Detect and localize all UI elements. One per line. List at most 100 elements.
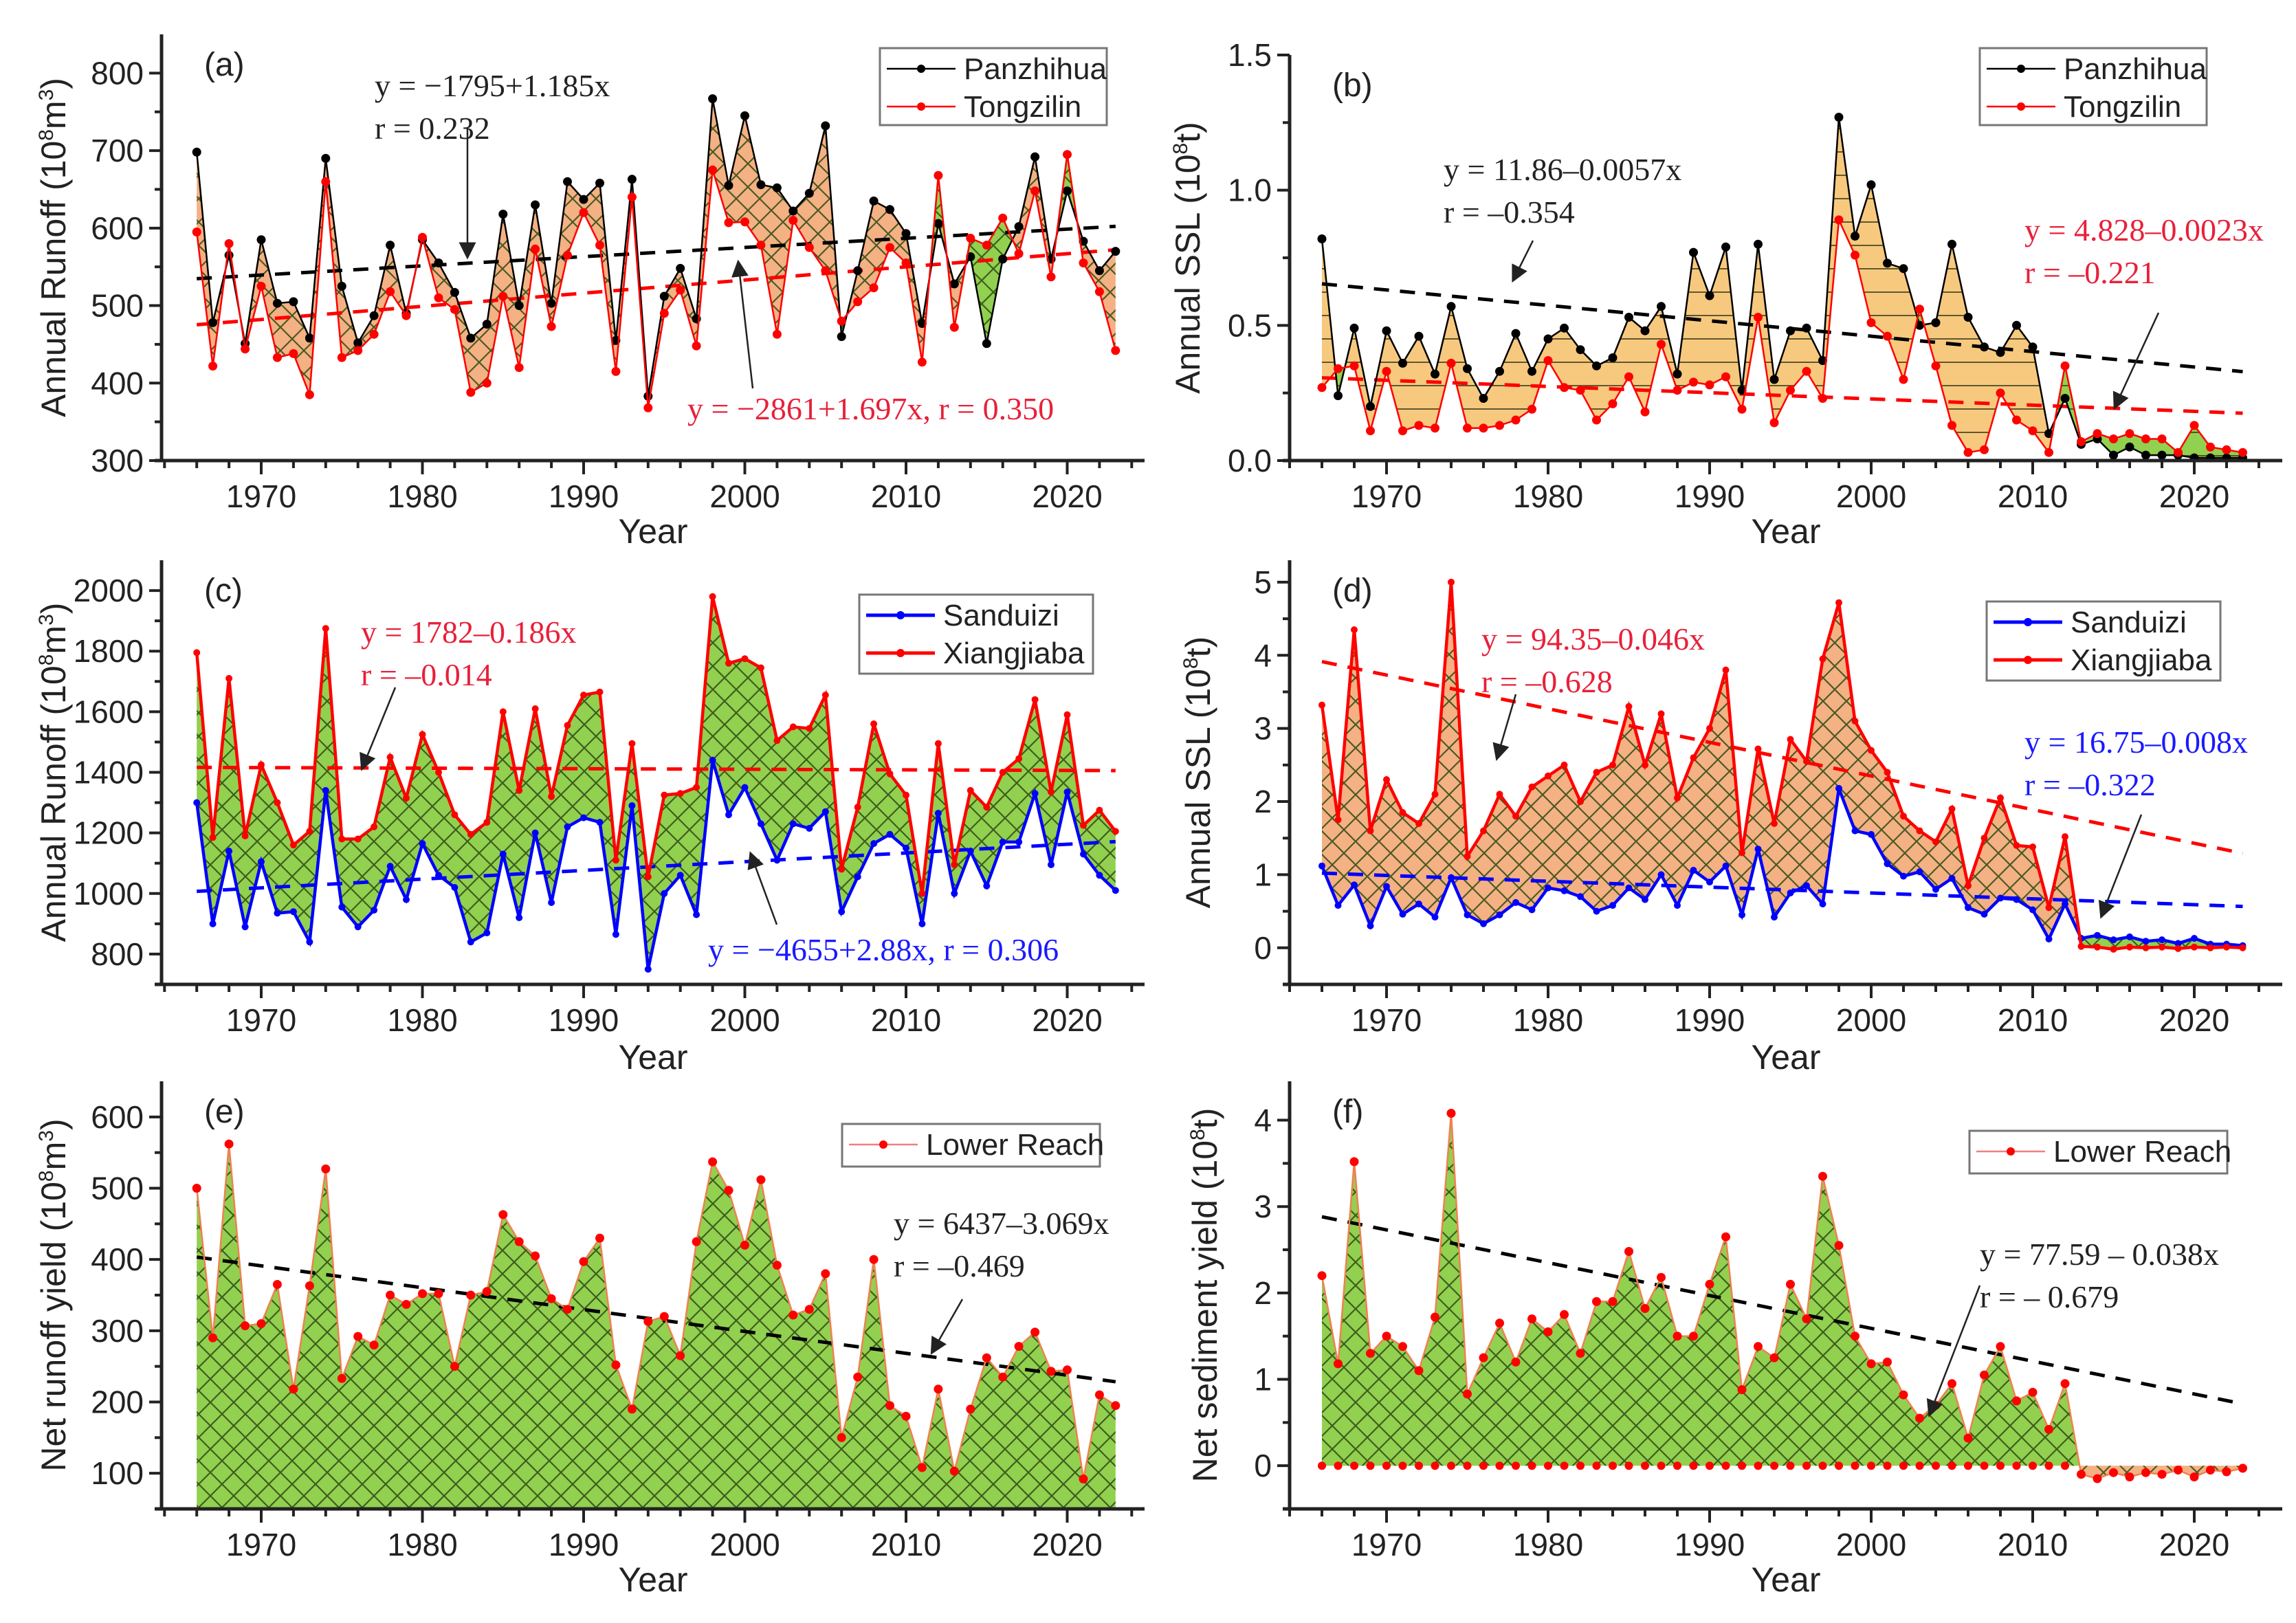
data-point bbox=[337, 281, 346, 291]
data-point bbox=[1560, 323, 1569, 333]
data-point bbox=[1721, 242, 1730, 252]
data-point bbox=[498, 291, 508, 301]
data-point bbox=[2044, 1424, 2053, 1434]
data-point bbox=[918, 920, 926, 927]
data-point bbox=[1883, 1357, 1892, 1367]
data-point bbox=[1642, 896, 1648, 903]
data-point bbox=[1657, 871, 1665, 879]
data-point bbox=[1624, 1247, 1633, 1256]
data-point-baseline bbox=[1495, 1461, 1504, 1470]
legend: Panzhihua Tongzilin bbox=[879, 47, 1108, 126]
data-point-baseline bbox=[1802, 1461, 1811, 1470]
y-tick-label: 0.0 bbox=[1228, 443, 1272, 478]
data-point bbox=[1818, 394, 1827, 403]
data-point bbox=[1851, 827, 1859, 835]
data-point bbox=[1899, 375, 1908, 384]
data-point-baseline bbox=[1947, 1461, 1956, 1470]
data-point bbox=[564, 823, 571, 830]
data-point bbox=[1031, 696, 1039, 703]
data-point bbox=[2222, 445, 2231, 454]
data-point bbox=[804, 1305, 814, 1314]
data-point bbox=[1900, 872, 1907, 880]
x-tick-label: 1990 bbox=[1675, 1527, 1745, 1563]
data-point bbox=[627, 175, 637, 184]
data-point bbox=[1592, 361, 1601, 371]
trend-r-value: r = –0.014 bbox=[361, 657, 492, 692]
legend-label: Xiangjiaba bbox=[943, 637, 1085, 670]
data-point bbox=[306, 828, 313, 835]
series-xiangjiaba bbox=[193, 593, 1119, 897]
data-point-baseline bbox=[1398, 1461, 1407, 1470]
data-point bbox=[870, 840, 878, 848]
x-tick-label: 2010 bbox=[871, 1002, 941, 1038]
trend-r-value: r = –0.354 bbox=[1444, 195, 1575, 230]
data-point bbox=[1868, 747, 1875, 754]
series-line bbox=[195, 98, 1116, 397]
trendline-panzhihua bbox=[197, 224, 1116, 280]
data-point bbox=[1527, 1314, 1536, 1324]
data-point bbox=[1576, 386, 1585, 395]
data-point-baseline bbox=[1366, 1461, 1375, 1470]
data-point bbox=[1351, 626, 1358, 634]
data-point bbox=[2174, 448, 2183, 457]
data-point bbox=[644, 966, 652, 973]
x-tick-label: 1990 bbox=[549, 478, 619, 514]
data-point-baseline bbox=[1706, 1461, 1714, 1470]
data-point bbox=[838, 908, 846, 916]
data-point bbox=[1464, 852, 1471, 860]
data-point bbox=[1111, 346, 1121, 355]
data-point bbox=[1705, 291, 1714, 300]
data-point bbox=[531, 829, 539, 837]
data-point bbox=[1754, 1342, 1763, 1351]
data-point bbox=[1382, 326, 1391, 335]
y-axis-title: Annual Runoff (108m3) bbox=[34, 603, 73, 942]
data-point bbox=[789, 820, 797, 828]
data-point bbox=[756, 241, 766, 250]
data-point bbox=[499, 850, 507, 858]
data-point bbox=[821, 266, 830, 276]
data-point-baseline bbox=[1721, 1461, 1730, 1470]
data-point bbox=[337, 353, 346, 362]
data-point bbox=[531, 1251, 540, 1261]
data-point bbox=[435, 872, 442, 879]
data-point bbox=[661, 890, 668, 897]
trend-equation: y = 4.828–0.0023x bbox=[2024, 212, 2264, 247]
data-point bbox=[434, 1289, 443, 1299]
data-point bbox=[2093, 1474, 2102, 1483]
series-lower-reach bbox=[192, 1139, 1121, 1483]
legend-label: Tongzilin bbox=[964, 90, 1081, 124]
axes: 0 1 2 3 4 5 1970 1980 1990 2000 2010 2020 bbox=[1254, 560, 2282, 1038]
data-point bbox=[1479, 394, 1488, 403]
data-point bbox=[1096, 806, 1103, 814]
data-point bbox=[371, 823, 378, 830]
data-point bbox=[1576, 1349, 1585, 1358]
data-point bbox=[2159, 943, 2165, 951]
data-point bbox=[837, 1433, 846, 1442]
data-point bbox=[659, 309, 669, 318]
data-point bbox=[467, 830, 474, 838]
data-point bbox=[579, 208, 588, 217]
data-point bbox=[2141, 434, 2150, 443]
data-point bbox=[725, 811, 732, 819]
data-point bbox=[1446, 1109, 1456, 1118]
data-point bbox=[659, 291, 669, 301]
data-point bbox=[627, 192, 637, 202]
data-point bbox=[353, 346, 363, 355]
data-point bbox=[1835, 784, 1842, 792]
data-point bbox=[1448, 874, 1455, 881]
series-tongzilin bbox=[192, 150, 1121, 412]
data-point bbox=[1079, 1475, 1088, 1483]
data-point bbox=[2029, 843, 2036, 850]
data-point bbox=[1334, 816, 1342, 824]
data-point-baseline bbox=[1883, 1461, 1892, 1470]
data-point bbox=[274, 909, 281, 917]
data-point bbox=[1414, 331, 1424, 341]
legend-label: Lower Reach bbox=[2053, 1135, 2231, 1169]
data-point bbox=[2157, 450, 2167, 460]
data-point bbox=[2093, 429, 2102, 439]
y-tick-label: 400 bbox=[91, 1241, 144, 1277]
data-point bbox=[322, 786, 329, 794]
data-point bbox=[1851, 232, 1859, 241]
data-point bbox=[289, 297, 298, 307]
data-point bbox=[1899, 1390, 1908, 1400]
